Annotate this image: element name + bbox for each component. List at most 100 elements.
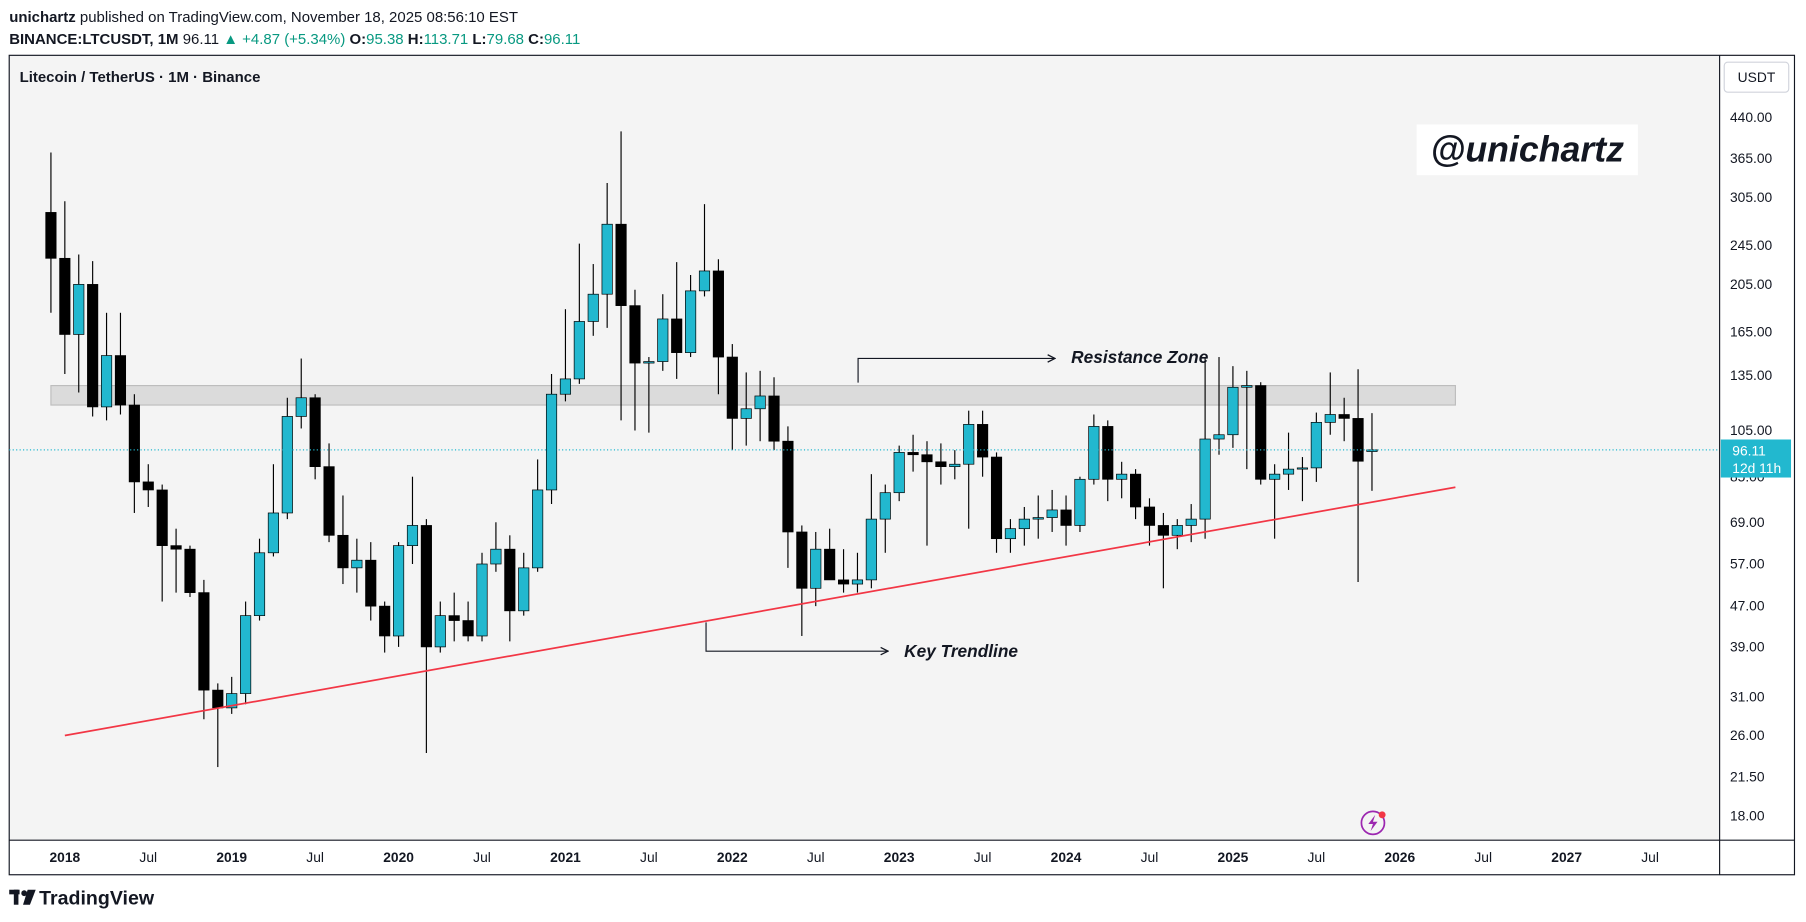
ohlc-label: O: — [350, 31, 367, 48]
candle-body — [740, 408, 752, 419]
candle-body — [824, 548, 836, 581]
x-tick-label: 2023 — [884, 849, 915, 865]
published: published on TradingView.com, November 1… — [80, 9, 518, 26]
trendline — [64, 486, 1456, 737]
candle-body — [963, 424, 975, 465]
x-tick-label: 2025 — [1218, 849, 1249, 865]
candle-body — [1338, 414, 1350, 419]
ohlc-label: C: — [528, 31, 544, 48]
y-tick-label: 365.00 — [1730, 150, 1773, 166]
y-tick-label: 205.00 — [1730, 276, 1773, 292]
candle-body — [309, 397, 321, 468]
candle-body — [142, 481, 154, 491]
candle-body — [1088, 426, 1100, 480]
candle-body — [1366, 449, 1378, 452]
candle-body — [1199, 438, 1211, 520]
ohlc-value: 95.38 — [366, 31, 403, 48]
y-tick-label: 69.00 — [1730, 514, 1765, 530]
x-tick-label: 2026 — [1384, 849, 1415, 865]
chart-layer — [9, 131, 1720, 768]
candle-body — [671, 318, 683, 353]
ohlc-value: 79.68 — [487, 31, 524, 48]
candle-body — [532, 489, 544, 569]
symbol: BINANCE:LTCUSDT, 1M — [9, 31, 178, 48]
x-tick-label: 2022 — [717, 849, 748, 865]
frame — [8, 54, 1796, 876]
candle-body — [1282, 468, 1295, 475]
y-tick-label: 245.00 — [1730, 237, 1773, 253]
candle-body — [949, 463, 961, 468]
x-tick-label: Jul — [1474, 849, 1492, 865]
y-tick-label: 165.00 — [1730, 323, 1773, 339]
candle-body — [643, 361, 655, 364]
change: ▲ +4.87 (+5.34%) — [223, 31, 345, 48]
candle-body — [865, 518, 877, 581]
candle-body — [434, 615, 446, 648]
candle-body — [657, 318, 669, 362]
candle-body — [73, 284, 85, 335]
candle-body — [907, 452, 919, 456]
candle-body — [337, 534, 349, 569]
x-tick-label: 2019 — [216, 849, 247, 865]
candle-body — [921, 454, 933, 463]
author: unichartz — [9, 9, 76, 26]
candle-body — [351, 559, 363, 569]
candle-body — [1310, 422, 1322, 469]
candle-body — [504, 548, 516, 612]
candle-body — [685, 290, 697, 353]
x-tick-label: 2018 — [49, 849, 80, 865]
brand: TradingView — [39, 888, 155, 910]
resistance-zone — [50, 384, 1456, 406]
candle-body — [323, 466, 335, 536]
candle-body — [518, 567, 530, 612]
candle-body — [990, 456, 1003, 540]
candle-body — [87, 284, 99, 408]
watermark: @unichartz — [1431, 129, 1625, 169]
candle-body — [1324, 414, 1336, 423]
candle-body — [698, 270, 711, 292]
brand-logo — [9, 889, 36, 905]
countdown: 12d 11h — [1732, 460, 1781, 476]
y-tick-label: 57.00 — [1730, 556, 1765, 572]
candle-body — [1227, 386, 1239, 436]
candle-body — [267, 512, 279, 554]
x-tick-label: Jul — [139, 849, 157, 865]
candle-body — [1185, 518, 1197, 526]
candle-body — [393, 545, 405, 637]
y-tick-label: 440.00 — [1730, 109, 1773, 125]
candle-body — [1171, 525, 1183, 536]
candle-body — [100, 355, 113, 408]
x-tick-label: 2021 — [550, 849, 581, 865]
currency: USDT — [1738, 69, 1776, 85]
x-tick-label: Jul — [807, 849, 825, 865]
candle-body — [879, 492, 891, 520]
candle-body — [726, 356, 738, 419]
x-tick-label: Jul — [306, 849, 324, 865]
candle-body — [281, 416, 293, 514]
candle-body — [1241, 385, 1253, 388]
candle-body — [226, 693, 238, 709]
candle-body — [114, 355, 127, 406]
candle-body — [782, 440, 794, 533]
candle-body — [615, 223, 627, 306]
candle-body — [1116, 473, 1128, 480]
trend-label: Key Trendline — [904, 641, 1018, 661]
candle-body — [420, 525, 432, 648]
x-tick-label: 2020 — [383, 849, 414, 865]
candle-body — [198, 592, 210, 691]
ohlc-value: 96.11 — [544, 31, 580, 48]
zone-label: Resistance Zone — [1071, 347, 1209, 367]
candle-body — [476, 563, 488, 637]
header-line: unichartz published on TradingView.com, … — [9, 9, 518, 26]
candle-body — [851, 579, 864, 585]
candle-body — [212, 689, 224, 709]
candle-body — [935, 461, 947, 468]
candle-body — [406, 525, 419, 546]
y-tick-label: 26.00 — [1730, 727, 1765, 743]
zone-pointer — [857, 358, 1055, 383]
candle-body — [295, 397, 307, 417]
candle-body — [1046, 509, 1058, 518]
candle-body — [559, 378, 572, 395]
candle-body — [1102, 426, 1114, 480]
